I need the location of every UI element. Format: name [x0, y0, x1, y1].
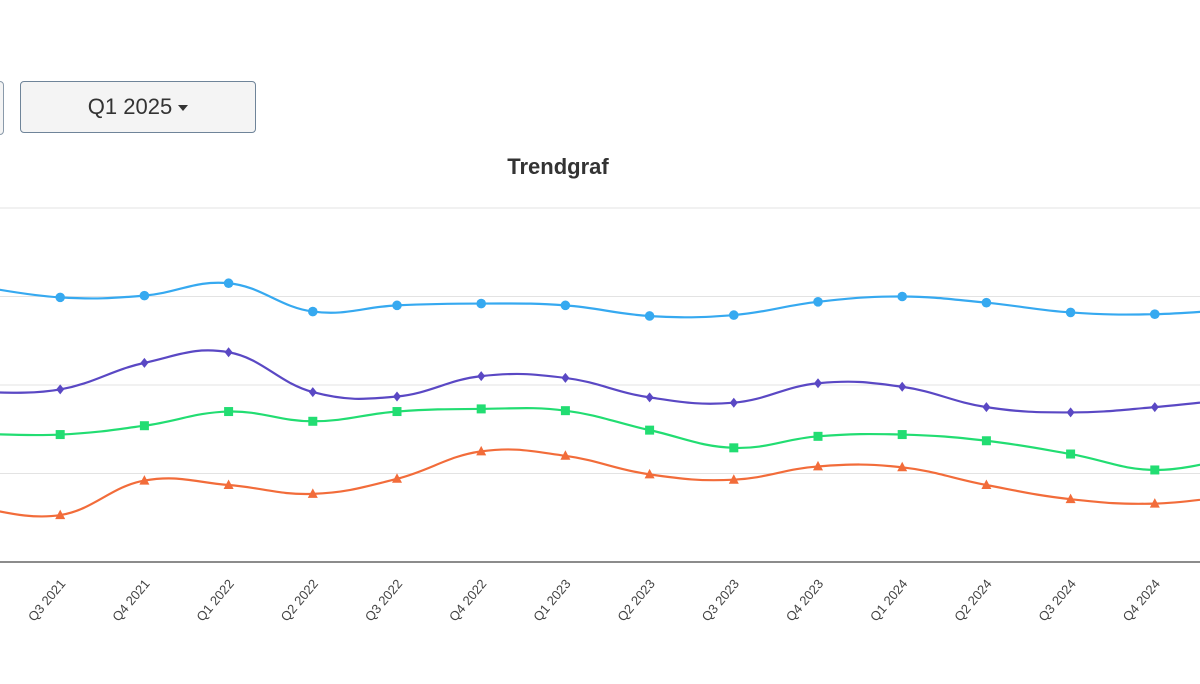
- data-point[interactable]: [223, 278, 234, 289]
- x-tick-label: Q3 2021: [25, 576, 69, 624]
- data-point[interactable]: [55, 292, 65, 303]
- data-point[interactable]: [1149, 498, 1160, 508]
- data-point[interactable]: [476, 298, 487, 309]
- data-point[interactable]: [981, 297, 992, 308]
- data-point[interactable]: [644, 468, 655, 479]
- data-point[interactable]: [224, 407, 234, 417]
- data-point[interactable]: [140, 357, 149, 368]
- x-tick-label: Q2 2024: [951, 576, 995, 624]
- x-tick-label: Q1 2023: [530, 576, 574, 624]
- data-point[interactable]: [392, 407, 402, 417]
- x-tick-label: Q3 2022: [362, 576, 406, 624]
- data-point[interactable]: [308, 306, 318, 317]
- series-1: [0, 278, 1200, 321]
- chart-title: Trendgraf: [507, 154, 609, 179]
- series-line: [0, 448, 1200, 518]
- data-point[interactable]: [728, 474, 739, 484]
- data-point[interactable]: [898, 381, 907, 392]
- data-point[interactable]: [645, 392, 654, 403]
- data-point[interactable]: [813, 431, 823, 441]
- x-tick-label: Q2 2022: [278, 576, 322, 624]
- data-point[interactable]: [223, 479, 234, 490]
- x-tick-label: Q4 2024: [1120, 576, 1164, 624]
- data-point[interactable]: [56, 384, 65, 395]
- data-point[interactable]: [224, 347, 233, 358]
- data-point[interactable]: [477, 371, 486, 382]
- series-line: [0, 281, 1200, 319]
- x-tick-label: Q4 2021: [109, 576, 153, 624]
- data-point[interactable]: [139, 421, 149, 431]
- data-point[interactable]: [139, 475, 150, 485]
- data-point[interactable]: [982, 402, 991, 413]
- series-2: [0, 347, 1200, 418]
- data-point[interactable]: [981, 479, 992, 490]
- series-line: [0, 349, 1200, 414]
- data-point[interactable]: [1066, 407, 1075, 418]
- x-tick-label: Q1 2024: [867, 576, 911, 624]
- data-point[interactable]: [476, 404, 486, 414]
- caret-down-icon: [178, 105, 189, 111]
- data-point[interactable]: [981, 436, 991, 446]
- data-point[interactable]: [813, 297, 823, 307]
- data-point[interactable]: [476, 445, 487, 456]
- grid-lines: [0, 207, 1200, 474]
- data-point[interactable]: [1150, 402, 1159, 413]
- data-point[interactable]: [814, 378, 822, 389]
- x-tick-label: Q4 2023: [783, 576, 827, 624]
- data-point[interactable]: [139, 290, 150, 301]
- data-point[interactable]: [560, 450, 571, 460]
- period-dropdown-label: Q1 2025: [87, 94, 173, 119]
- data-point[interactable]: [308, 416, 318, 426]
- data-point[interactable]: [55, 509, 66, 520]
- data-point[interactable]: [813, 460, 823, 471]
- series-3: [0, 404, 1200, 475]
- data-point[interactable]: [560, 406, 570, 416]
- data-point[interactable]: [308, 387, 317, 398]
- data-point[interactable]: [897, 461, 908, 472]
- data-point[interactable]: [561, 372, 570, 383]
- x-tick-label: Q4 2022: [446, 576, 490, 624]
- data-point[interactable]: [1066, 449, 1076, 459]
- series-line: [0, 407, 1200, 472]
- data-point[interactable]: [897, 291, 907, 302]
- data-point[interactable]: [1150, 465, 1160, 475]
- x-tick-label: Q1 2022: [193, 576, 237, 624]
- data-point[interactable]: [55, 430, 65, 440]
- data-point[interactable]: [560, 300, 571, 311]
- data-point[interactable]: [393, 391, 401, 402]
- data-point[interactable]: [644, 311, 655, 321]
- data-point[interactable]: [729, 443, 739, 453]
- data-point[interactable]: [729, 310, 739, 320]
- x-tick-label: Q3 2023: [699, 576, 743, 624]
- data-point[interactable]: [1150, 309, 1160, 320]
- data-point[interactable]: [1065, 307, 1076, 318]
- series-4: [0, 445, 1200, 520]
- data-point[interactable]: [392, 473, 402, 483]
- period-dropdown[interactable]: Q1 2025: [20, 81, 256, 133]
- data-point[interactable]: [392, 300, 402, 311]
- x-tick-label: Q2 2023: [614, 576, 658, 624]
- data-point[interactable]: [729, 397, 738, 408]
- data-point[interactable]: [1065, 493, 1076, 504]
- x-tick-label: Q3 2024: [1035, 576, 1079, 624]
- series-layer: [0, 278, 1200, 520]
- data-point[interactable]: [307, 488, 318, 498]
- data-point[interactable]: [645, 425, 655, 435]
- data-point[interactable]: [897, 430, 907, 440]
